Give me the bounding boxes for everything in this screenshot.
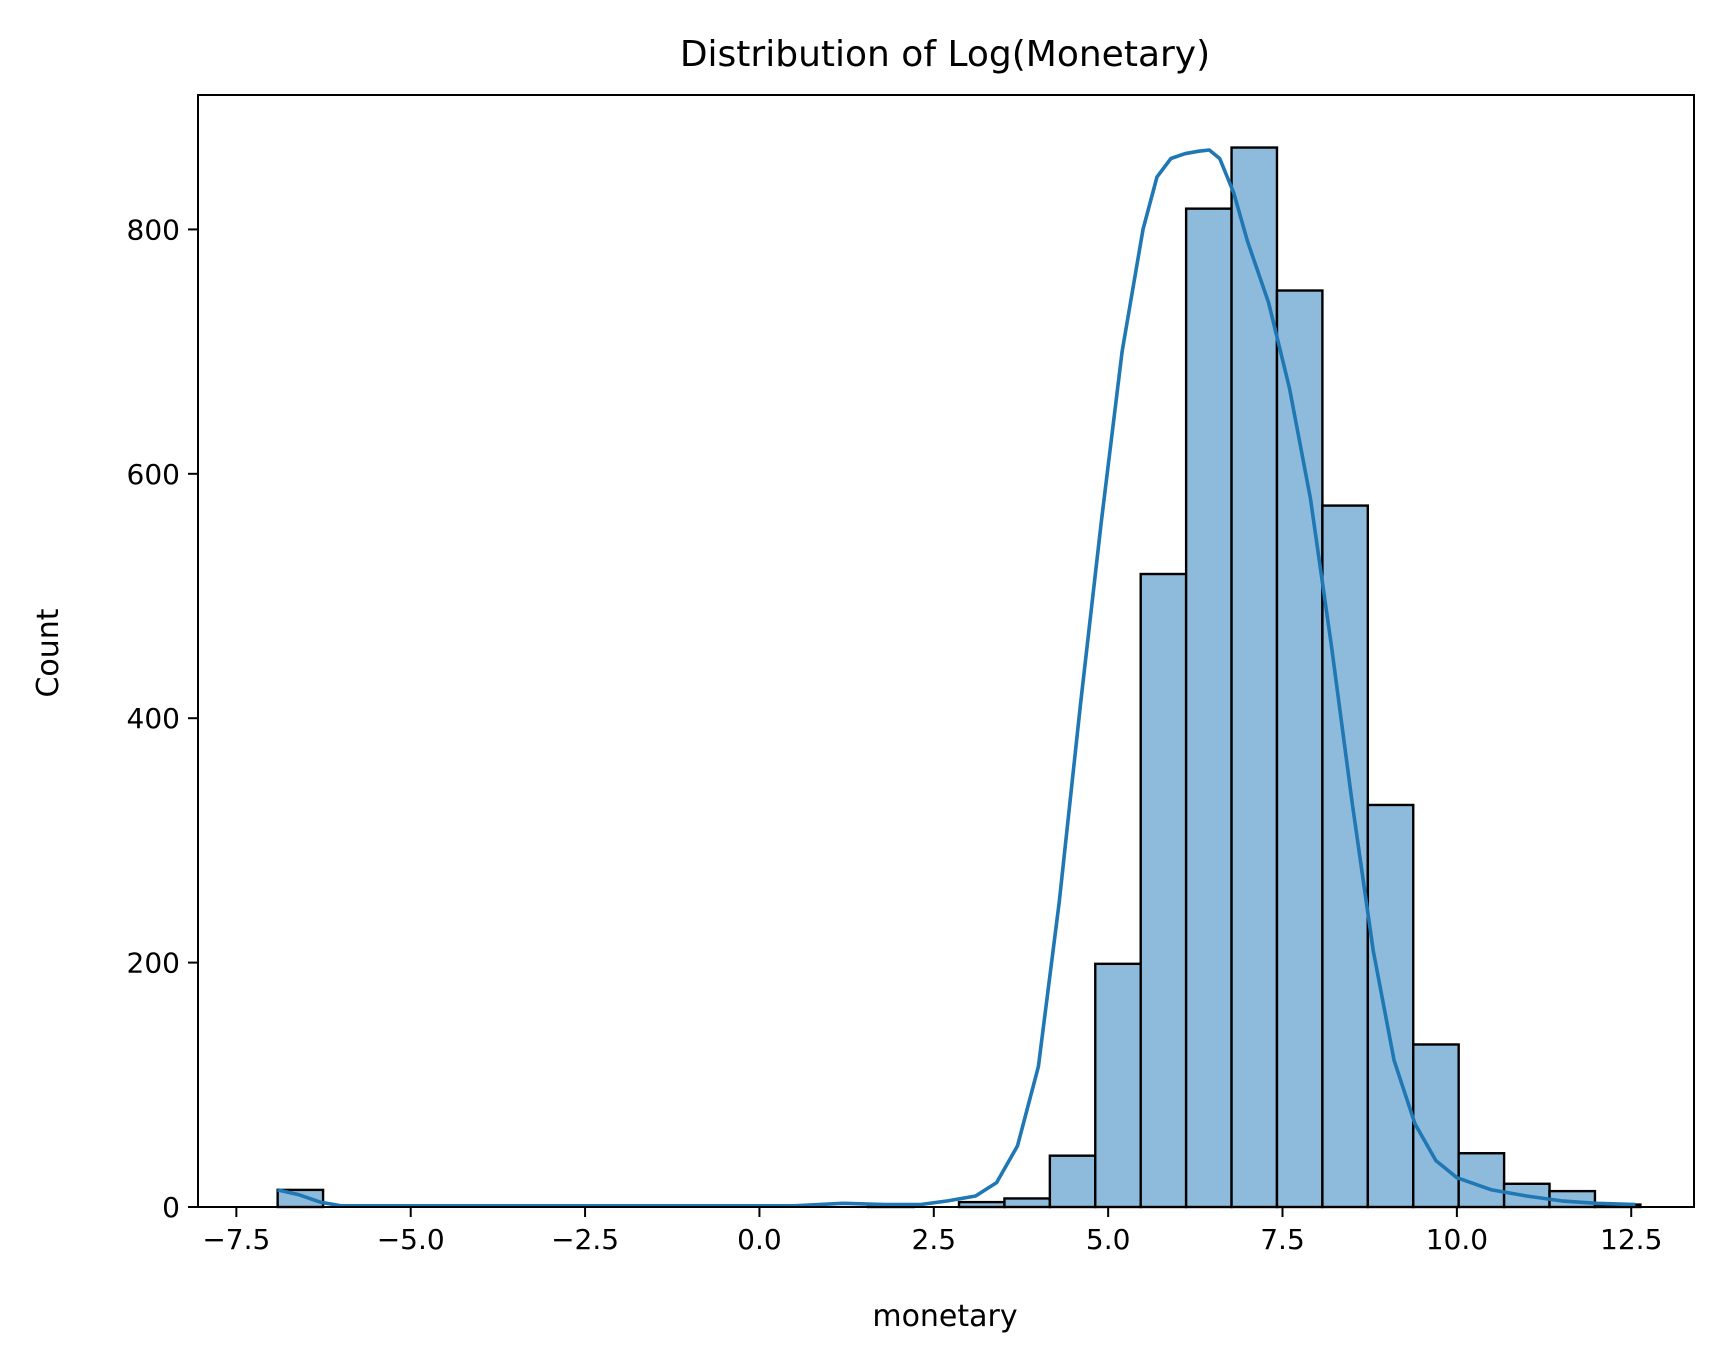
x-tick-label: 5.0 bbox=[1086, 1223, 1131, 1256]
histogram-bar bbox=[1230, 146, 1279, 1209]
x-tick-label: 12.5 bbox=[1600, 1223, 1662, 1256]
y-tick-label: 800 bbox=[127, 213, 180, 246]
histogram-bars bbox=[276, 146, 1642, 1209]
y-tick-label: 200 bbox=[127, 947, 180, 980]
histogram-bar bbox=[1094, 962, 1142, 1209]
histogram-bar bbox=[1366, 803, 1415, 1209]
x-tick-label: 0.0 bbox=[737, 1223, 782, 1256]
histogram-bar bbox=[1412, 1043, 1460, 1209]
x-tick-label: −7.5 bbox=[202, 1223, 270, 1256]
axes-frame bbox=[197, 94, 1695, 1208]
x-axis-ticks: −7.5 −5.0 −2.5 0.0 2.5 5.0 7.5 10.0 12.5 bbox=[202, 1207, 1662, 1256]
histogram-bar bbox=[1139, 572, 1188, 1209]
y-tick-label: 600 bbox=[127, 458, 180, 491]
histogram-bar bbox=[1275, 289, 1324, 1209]
x-tick-label: −5.0 bbox=[377, 1223, 445, 1256]
x-axis-label: monetary bbox=[872, 1299, 1017, 1334]
y-tick-label: 400 bbox=[127, 702, 180, 735]
x-tick-label: −2.5 bbox=[551, 1223, 619, 1256]
y-tick-label: 0 bbox=[162, 1191, 180, 1224]
histogram-bar bbox=[1048, 1154, 1097, 1209]
histogram-bar bbox=[1184, 207, 1233, 1209]
x-tick-label: 7.5 bbox=[1260, 1223, 1305, 1256]
x-tick-label: 10.0 bbox=[1426, 1223, 1488, 1256]
kde-curve bbox=[277, 148, 1636, 1208]
histogram-bar bbox=[1003, 1197, 1052, 1209]
x-tick-label: 2.5 bbox=[912, 1223, 957, 1256]
y-axis-ticks: 0 200 400 600 800 bbox=[127, 213, 198, 1224]
chart-title: Distribution of Log(Monetary) bbox=[680, 34, 1210, 75]
y-axis-label: Count bbox=[31, 608, 66, 697]
